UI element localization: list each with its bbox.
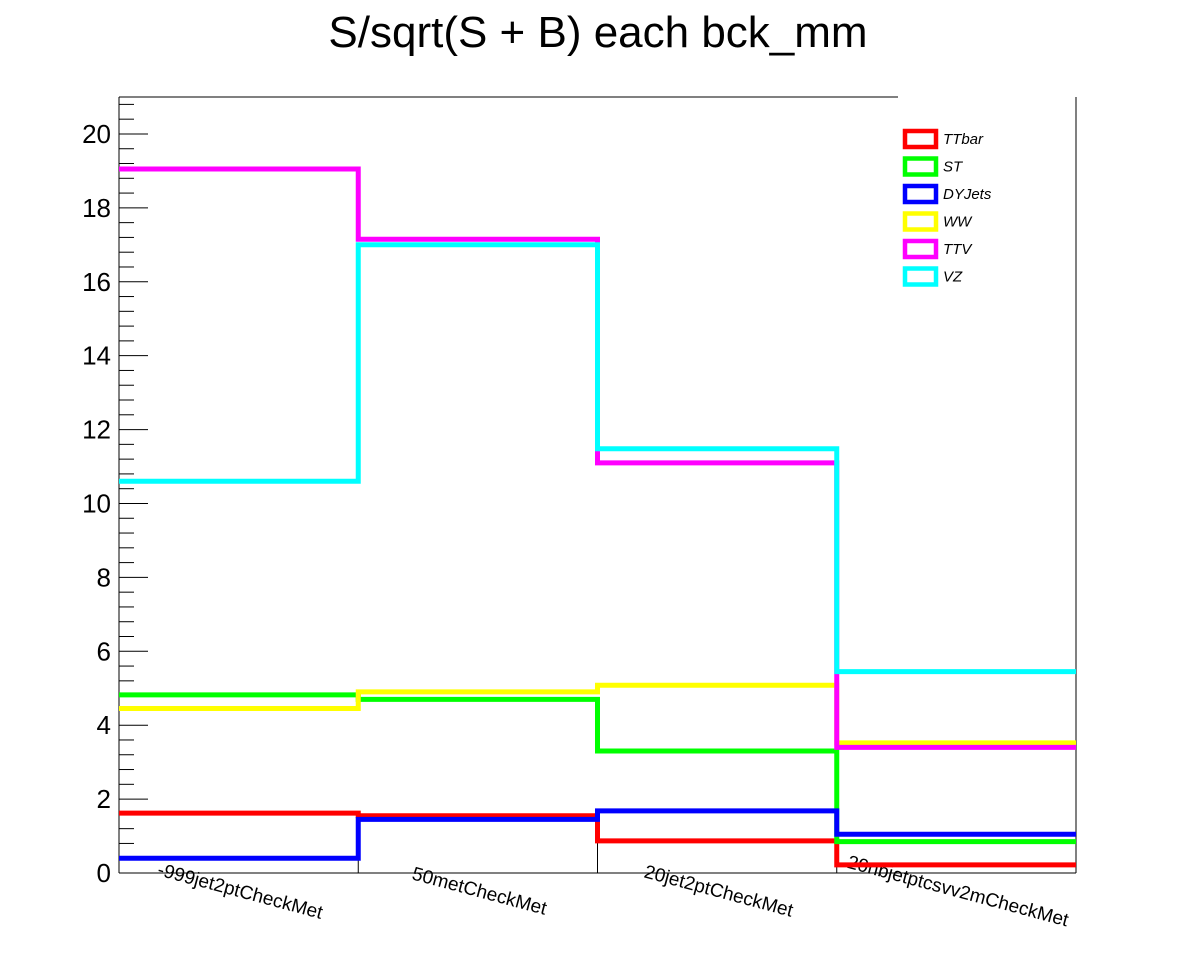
legend-swatch-vz <box>902 266 939 287</box>
y-tick-label: 6 <box>97 636 111 666</box>
y-tick-label: 0 <box>97 858 111 888</box>
legend-label-st: ST <box>943 159 964 176</box>
y-tick-label: 2 <box>97 784 111 814</box>
series-layer <box>119 166 1076 868</box>
series-line-dyjets <box>119 808 1076 861</box>
legend-swatch-dyjets <box>902 183 939 205</box>
y-tick-label: 16 <box>82 267 111 297</box>
y-tick-label: 8 <box>97 562 111 592</box>
y-tick-label: 20 <box>82 119 111 149</box>
legend-label-vz: VZ <box>943 269 963 286</box>
legend-swatch-ww <box>902 211 939 232</box>
y-tick-label: 10 <box>82 488 111 518</box>
series-line-ttbar <box>119 810 1076 868</box>
y-tick-label: 14 <box>82 341 111 371</box>
series-line-vz <box>119 242 1076 675</box>
y-tick-label: 12 <box>82 415 111 445</box>
legend-label-ttv: TTV <box>943 241 973 258</box>
y-tick-label: 18 <box>82 193 111 223</box>
legend-label-ww: WW <box>943 214 973 231</box>
legend-swatch-ttv <box>902 238 939 260</box>
legend-label-ttbar: TTbar <box>943 131 984 148</box>
chart-title: S/sqrt(S + B) each bck_mm <box>328 8 867 57</box>
legend-label-dyjets: DYJets <box>943 186 992 203</box>
legend-swatch-st <box>902 156 939 177</box>
y-tick-label: 4 <box>97 710 111 740</box>
legend-swatch-ttbar <box>902 128 939 150</box>
legend: TTbar ST DYJets WW TTV VZ <box>902 128 992 287</box>
